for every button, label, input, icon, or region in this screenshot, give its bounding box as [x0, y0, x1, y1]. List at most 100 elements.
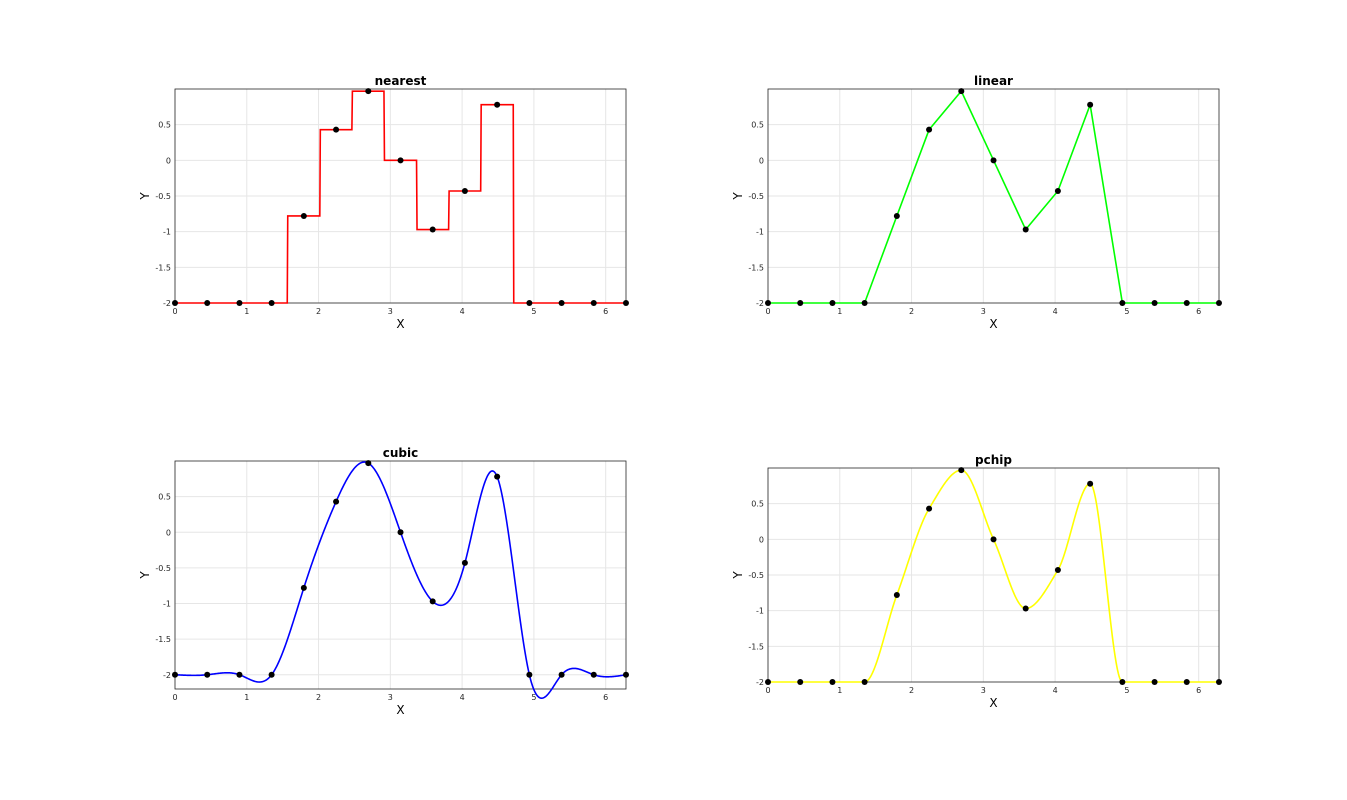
data-point: [1087, 101, 1094, 108]
data-point: [765, 300, 771, 306]
x-tick-label: 2: [316, 307, 321, 316]
subplot-pchip: 0 1 2 3 4 5 6 -2 -1.5 -1 -0.5 0 0.5 pchip X Y: [731, 453, 1222, 710]
y-tick-label: -0.5: [155, 192, 171, 201]
data-point: [429, 598, 436, 605]
data-point: [1119, 300, 1126, 306]
data-point: [204, 300, 211, 306]
x-tick-label: 3: [981, 686, 986, 695]
y-tick-label: -2: [163, 299, 171, 308]
data-point: [622, 671, 629, 678]
data-point: [1183, 679, 1190, 685]
x-tick-label: 0: [172, 693, 177, 702]
x-tick-label: 3: [981, 307, 986, 316]
axes-frame: [767, 467, 1220, 683]
data-point: [494, 473, 501, 480]
interpolated-line: [175, 90, 626, 304]
y-tick-label: -2: [163, 671, 171, 680]
y-axis-label: Y: [731, 571, 745, 580]
data-point: [526, 300, 533, 306]
data-point: [893, 591, 900, 598]
data-point: [236, 671, 243, 678]
data-point: [1151, 300, 1158, 306]
data-point: [526, 671, 533, 678]
data-point: [365, 88, 372, 95]
y-axis-label: Y: [138, 571, 152, 580]
y-tick-label: -2: [756, 299, 764, 308]
data-point: [926, 505, 933, 512]
data-point: [365, 460, 372, 467]
data-point: [990, 536, 997, 543]
data-point: [861, 679, 868, 685]
data-point: [622, 300, 629, 306]
x-tick-label: 6: [603, 693, 608, 702]
y-tick-label: -1: [756, 607, 764, 616]
data-point: [893, 212, 900, 219]
x-tick-label: 0: [765, 686, 770, 695]
x-tick-label: 3: [388, 307, 393, 316]
y-tick-label: 0: [166, 156, 171, 165]
axes-frame: [767, 88, 1220, 304]
y-tick-label: 0: [166, 528, 171, 537]
data-point: [1022, 605, 1029, 612]
data-point: [1022, 226, 1029, 233]
data-point: [958, 467, 965, 474]
chart-title: pchip: [975, 453, 1012, 467]
x-tick-label: 2: [909, 686, 914, 695]
x-tick-label: 1: [244, 307, 249, 316]
data-point: [558, 300, 565, 306]
x-tick-label: 1: [837, 307, 842, 316]
data-point: [1054, 567, 1061, 574]
data-point: [1151, 679, 1158, 685]
x-tick-label: 4: [460, 307, 465, 316]
x-tick-label: 1: [244, 693, 249, 702]
data-point: [429, 226, 436, 233]
x-tick-label: 4: [460, 693, 465, 702]
y-tick-label: 0.5: [158, 493, 171, 502]
data-point: [829, 679, 836, 685]
y-tick-label: 0.5: [751, 500, 764, 509]
interpolated-line: [768, 469, 1219, 683]
data-point: [558, 671, 565, 678]
y-tick-label: -2: [756, 678, 764, 687]
data-point: [172, 300, 178, 306]
data-point: [1215, 300, 1222, 306]
data-point: [797, 300, 804, 306]
data-point: [494, 101, 501, 108]
x-tick-label: 5: [531, 307, 536, 316]
y-tick-label: -1.5: [155, 263, 171, 272]
x-tick-label: 5: [1124, 307, 1129, 316]
x-tick-label: 6: [603, 307, 608, 316]
interpolated-line: [768, 89, 1219, 304]
y-tick-label: -1: [163, 228, 171, 237]
data-point: [590, 300, 597, 306]
data-point: [861, 300, 868, 306]
x-tick-label: 1: [837, 686, 842, 695]
subplot-nearest: 0 1 2 3 4 5 6 -2 -1.5 -1 -0.5 0 0.5 nearest X Y: [138, 74, 629, 331]
x-tick-label: 4: [1053, 307, 1058, 316]
x-tick-label: 5: [1124, 686, 1129, 695]
y-tick-label: 0.5: [158, 121, 171, 130]
data-point: [958, 88, 965, 95]
chart-title: linear: [974, 74, 1013, 88]
y-tick-label: 0: [759, 535, 764, 544]
x-axis-label: X: [989, 696, 997, 710]
data-point: [590, 671, 597, 678]
data-point: [797, 679, 804, 685]
data-point: [397, 157, 404, 164]
data-point: [204, 671, 211, 678]
x-tick-label: 4: [1053, 686, 1058, 695]
y-axis-label: Y: [731, 192, 745, 201]
x-axis-label: X: [396, 317, 404, 331]
y-tick-label: -1: [163, 600, 171, 609]
x-tick-label: 6: [1196, 686, 1201, 695]
chart-title: cubic: [383, 446, 418, 460]
data-point: [268, 671, 275, 678]
y-tick-label: 0.5: [751, 121, 764, 130]
subplot-cubic: 0 1 2 3 4 5 6 -2 -1.5 -1 -0.5 0 0.5 cubic X Y: [138, 446, 629, 717]
y-tick-label: -1.5: [155, 635, 171, 644]
axes-frame: [174, 88, 627, 304]
x-tick-label: 2: [909, 307, 914, 316]
data-point: [236, 300, 243, 306]
data-point: [829, 300, 836, 306]
